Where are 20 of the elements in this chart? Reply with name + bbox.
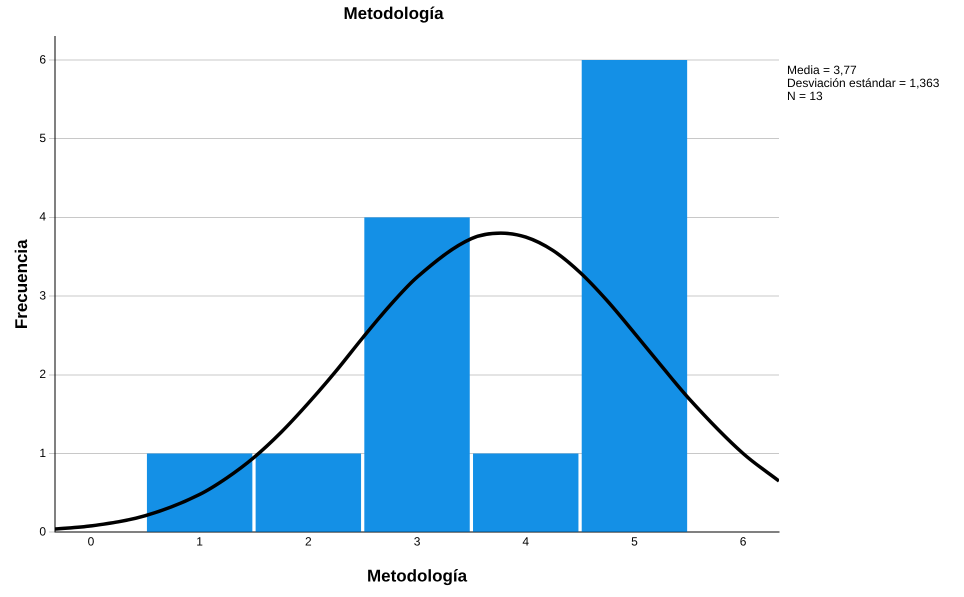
text: Media = 3,77 xyxy=(787,63,858,77)
x-tick-label: 5 xyxy=(631,534,638,549)
y-axis-title: Frecuencia xyxy=(12,238,31,330)
y-tick-label: 4 xyxy=(39,210,46,224)
y-tick-label: 6 xyxy=(39,52,46,66)
x-tick-label: 1 xyxy=(196,534,204,549)
y-tick-label: 3 xyxy=(39,288,46,302)
x-axis-title: Metodología xyxy=(366,566,468,586)
text: Desviación estándar = 1,363 xyxy=(787,76,940,90)
x-tick-label: 6 xyxy=(740,534,747,549)
y-tick-label: 0 xyxy=(39,524,46,539)
x-tick-label: 0 xyxy=(88,534,95,549)
x-tick-label: 2 xyxy=(304,534,312,549)
y-tick-label: 2 xyxy=(39,367,46,382)
x-tick-label: 4 xyxy=(522,534,530,549)
y-tick-label: 5 xyxy=(39,131,46,146)
x-tick-label: 3 xyxy=(414,534,421,549)
chart-title: Metodología xyxy=(343,4,444,23)
text: N = 13 xyxy=(787,89,824,103)
y-tick-label: 1 xyxy=(39,446,46,460)
